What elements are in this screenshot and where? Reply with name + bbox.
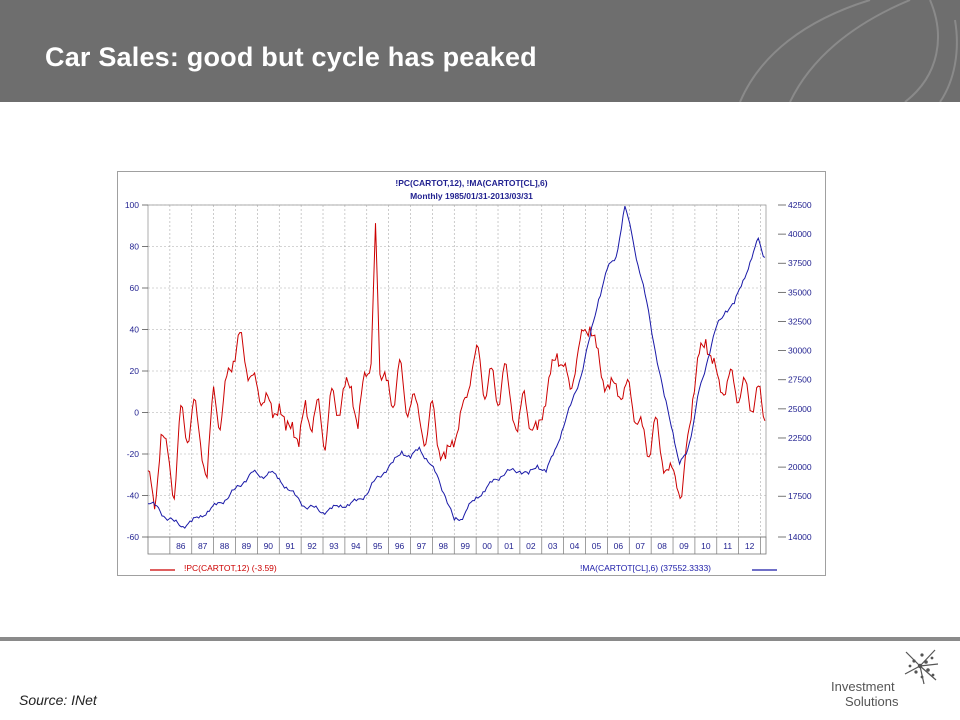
x-tick-label: 95 bbox=[373, 541, 383, 551]
y-left-tick-label: -40 bbox=[127, 491, 140, 501]
chart-series bbox=[147, 205, 766, 529]
y-left-tick-label: -20 bbox=[127, 449, 140, 459]
y-left-tick-label: 40 bbox=[130, 325, 140, 335]
legend-label-pc: !PC(CARTOT,12) (-3.59) bbox=[184, 563, 277, 573]
footer-divider bbox=[0, 637, 960, 641]
chart-subtitle: Monthly 1985/01/31-2013/03/31 bbox=[410, 191, 533, 201]
x-tick-label: 05 bbox=[592, 541, 602, 551]
y-left-tick-label: 100 bbox=[125, 200, 139, 210]
header-swoosh-decoration bbox=[739, 0, 958, 102]
x-tick-label: 97 bbox=[417, 541, 427, 551]
x-tick-label: 09 bbox=[679, 541, 689, 551]
x-tick-label: 91 bbox=[285, 541, 295, 551]
y-left-tick-label: -60 bbox=[127, 532, 140, 542]
logo-text-line1: Investment bbox=[831, 679, 895, 694]
x-tick-label: 06 bbox=[614, 541, 624, 551]
y-left-tick-label: 80 bbox=[130, 242, 140, 252]
y-right-tick-label: 32500 bbox=[788, 316, 812, 326]
y-right-tick-label: 27500 bbox=[788, 375, 812, 385]
x-tick-label: 08 bbox=[657, 541, 667, 551]
x-tick-label: 89 bbox=[242, 541, 252, 551]
x-tick-label: 04 bbox=[570, 541, 580, 551]
y-right-tick-label: 37500 bbox=[788, 258, 812, 268]
y-right-tick-label: 25000 bbox=[788, 404, 812, 414]
logo-text-line2: Solutions bbox=[845, 694, 899, 709]
y-left-tick-label: 0 bbox=[134, 408, 139, 418]
x-tick-label: 07 bbox=[635, 541, 645, 551]
y-right-tick-label: 20000 bbox=[788, 462, 812, 472]
y-right-tick-label: 22500 bbox=[788, 433, 812, 443]
y-left-tick-label: 20 bbox=[130, 366, 140, 376]
x-tick-label: 93 bbox=[329, 541, 339, 551]
chart-axes: 86 87 88 89 90 91 92 93 94 95 96 97 98 99 00 01 02 03 04 05… bbox=[125, 200, 812, 555]
x-tick-label: 99 bbox=[460, 541, 470, 551]
y-right-tick-label: 30000 bbox=[788, 346, 812, 356]
x-tick-label: 12 bbox=[745, 541, 755, 551]
x-tick-label: 94 bbox=[351, 541, 361, 551]
x-tick-label: 02 bbox=[526, 541, 536, 551]
x-tick-label: 88 bbox=[220, 541, 230, 551]
chart-title: !PC(CARTOT,12), !MA(CARTOT[CL],6) bbox=[395, 178, 548, 188]
x-tick-label: 96 bbox=[395, 541, 405, 551]
slide-title: Car Sales: good but cycle has peaked bbox=[45, 42, 537, 72]
x-tick-label: 10 bbox=[701, 541, 711, 551]
x-tick-label: 87 bbox=[198, 541, 208, 551]
header-banner: Car Sales: good but cycle has peaked bbox=[0, 0, 960, 102]
y-right-tick-label: 42500 bbox=[788, 200, 812, 210]
y-left-tick-label: 60 bbox=[130, 283, 140, 293]
x-tick-label: 00 bbox=[482, 541, 492, 551]
series-line-pc bbox=[147, 223, 766, 510]
chart-grid bbox=[148, 204, 766, 538]
x-axis-box bbox=[147, 536, 767, 555]
x-tick-label: 11 bbox=[723, 541, 732, 551]
x-tick-label: 01 bbox=[504, 541, 514, 551]
x-tick-label: 03 bbox=[548, 541, 558, 551]
y-right-tick-label: 14000 bbox=[788, 532, 812, 542]
y-right-tick-label: 35000 bbox=[788, 287, 812, 297]
x-tick-label: 92 bbox=[307, 541, 317, 551]
x-tick-label: 90 bbox=[264, 541, 274, 551]
company-logo-icon bbox=[904, 649, 939, 685]
source-note: Source: INet bbox=[19, 692, 97, 708]
x-tick-label: 98 bbox=[439, 541, 449, 551]
x-tick-label: 86 bbox=[176, 541, 186, 551]
y-right-tick-label: 40000 bbox=[788, 229, 812, 239]
y-right-tick-label: 17500 bbox=[788, 491, 812, 501]
series-line-ma bbox=[148, 205, 766, 529]
legend-label-ma: !MA(CARTOT[CL],6) (37552.3333) bbox=[580, 563, 712, 573]
